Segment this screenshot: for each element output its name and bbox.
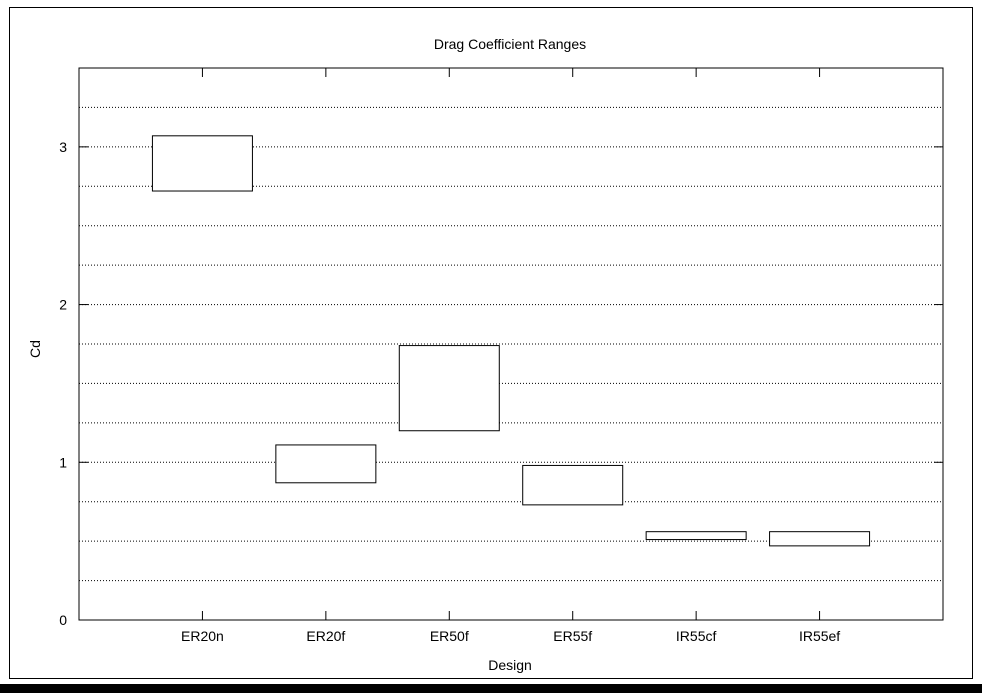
range-boxes bbox=[151, 135, 871, 547]
axis-ticks bbox=[79, 68, 943, 621]
range-box bbox=[769, 531, 871, 547]
bottom-bar bbox=[0, 684, 982, 693]
x-axis-label: Design bbox=[488, 657, 532, 673]
x-tick-labels: ER20n ER20f ER50f ER55f IR55cf IR55ef bbox=[181, 628, 840, 644]
x-tick-label: IR55ef bbox=[799, 628, 840, 644]
range-box bbox=[275, 444, 377, 484]
y-tick-label: 3 bbox=[59, 139, 67, 155]
range-box bbox=[645, 531, 747, 541]
range-box bbox=[398, 345, 500, 432]
y-tick-label: 2 bbox=[59, 297, 67, 313]
y-tick-label: 1 bbox=[59, 454, 67, 470]
x-tick-label: ER20f bbox=[306, 628, 345, 644]
x-tick-label: ER55f bbox=[553, 628, 592, 644]
plot-area bbox=[78, 67, 944, 621]
chart-frame bbox=[9, 7, 973, 679]
x-tick-label: ER50f bbox=[430, 628, 469, 644]
range-box bbox=[522, 464, 624, 506]
y-tick-labels: 0 1 2 3 bbox=[59, 139, 67, 628]
range-box bbox=[151, 135, 253, 192]
chart-title: Drag Coefficient Ranges bbox=[434, 36, 586, 52]
y-axis-label: Cd bbox=[27, 340, 43, 358]
y-tick-label: 0 bbox=[59, 612, 67, 628]
x-tick-label: IR55cf bbox=[676, 628, 717, 644]
x-tick-label: ER20n bbox=[181, 628, 224, 644]
